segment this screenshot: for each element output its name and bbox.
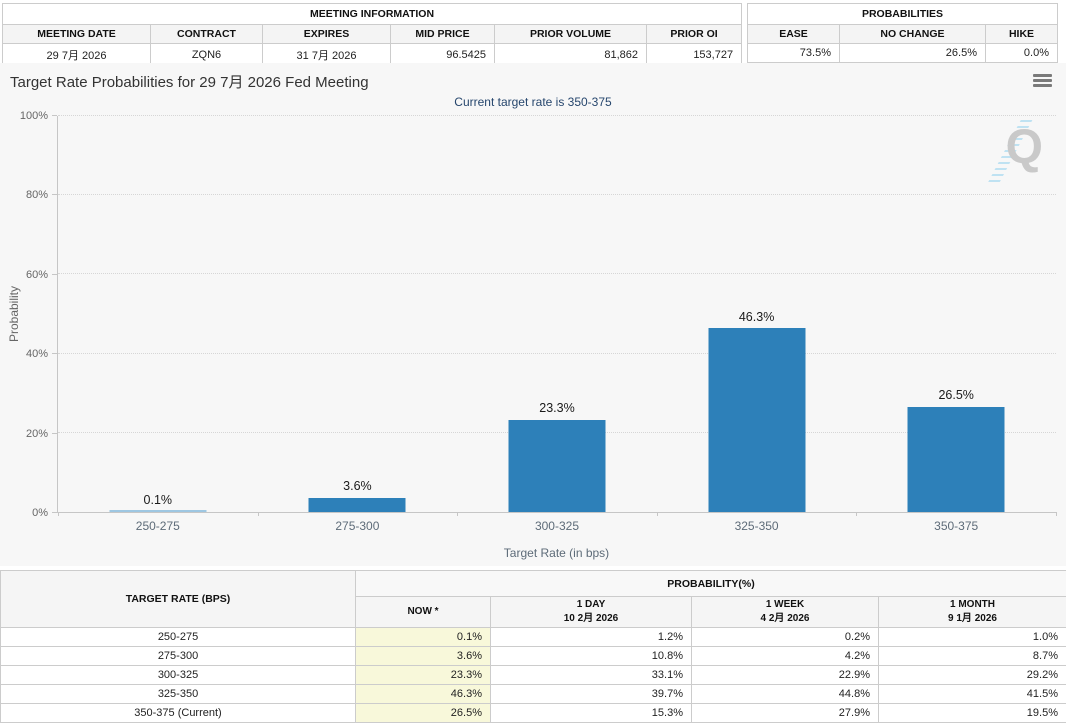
x-category-label: 275-300 [258, 519, 458, 533]
one-week-label: 1 WEEK [693, 598, 877, 612]
table-row: 300-325 23.3% 33.1% 22.9% 29.2% [1, 666, 1066, 685]
one-month-probability: 29.2% [879, 666, 1066, 685]
rate-range: 250-275 [1, 628, 356, 647]
chart-panel: Target Rate Probabilities for 29 7月 2026… [0, 63, 1066, 566]
rate-range: 275-300 [1, 647, 356, 666]
x-category-label: 300-325 [457, 519, 657, 533]
one-day-label: 1 DAY [492, 598, 690, 612]
now-probability: 46.3% [356, 685, 491, 704]
bar-300-325[interactable] [508, 420, 605, 513]
now-probability: 0.1% [356, 628, 491, 647]
x-tick-mark [1056, 512, 1057, 516]
x-category-label: 325-350 [657, 519, 857, 533]
bar-slot: 46.3%325-350 [657, 116, 857, 512]
bar-250-275[interactable] [109, 510, 206, 512]
y-tick-label: 80% [26, 189, 48, 201]
bar-325-350[interactable] [708, 328, 805, 512]
mid-price-header: MID PRICE [391, 25, 495, 44]
one-day-probability: 33.1% [491, 666, 692, 685]
x-category-label: 350-375 [856, 519, 1056, 533]
y-tick-label: 0% [32, 507, 48, 519]
now-probability: 23.3% [356, 666, 491, 685]
bar-value-label: 23.3% [457, 401, 657, 415]
rate-range: 300-325 [1, 666, 356, 685]
x-tick-mark [457, 512, 458, 516]
x-category-label: 250-275 [58, 519, 258, 533]
one-day-probability: 39.7% [491, 685, 692, 704]
one-week-probability: 4.2% [692, 647, 879, 666]
probability-pct-header: PROBABILITY(%) [356, 571, 1066, 597]
one-month-probability: 8.7% [879, 647, 1066, 666]
one-day-date: 10 2月 2026 [492, 612, 690, 626]
bar-value-label: 3.6% [258, 479, 458, 493]
probabilities-summary-table: PROBABILITIES EASE NO CHANGE HIKE 73.5% … [747, 3, 1058, 63]
expires-header: EXPIRES [263, 25, 391, 44]
one-day-probability: 10.8% [491, 647, 692, 666]
probability-history-section: TARGET RATE (BPS) PROBABILITY(%) NOW * 1… [0, 570, 1066, 723]
meeting-info-title: MEETING INFORMATION [3, 4, 742, 25]
now-probability: 3.6% [356, 647, 491, 666]
now-column-header: NOW * [356, 597, 491, 628]
one-month-probability: 41.5% [879, 685, 1066, 704]
x-tick-mark [258, 512, 259, 516]
bar-slot: 26.5%350-375 [856, 116, 1056, 512]
one-day-probability: 1.2% [491, 628, 692, 647]
no-change-value: 26.5% [839, 44, 985, 63]
bar-slot: 3.6%275-300 [258, 116, 458, 512]
meeting-date-header: MEETING DATE [3, 25, 151, 44]
bar-275-300[interactable] [309, 498, 406, 512]
ease-header: EASE [747, 25, 839, 44]
one-month-date: 9 1月 2026 [880, 612, 1065, 626]
bar-350-375[interactable] [908, 407, 1005, 512]
bar-slot: 0.1%250-275 [58, 116, 258, 512]
contract-header: CONTRACT [151, 25, 263, 44]
top-summary-section: MEETING INFORMATION MEETING DATE CONTRAC… [0, 0, 1066, 62]
chart-title: Target Rate Probabilities for 29 7月 2026… [10, 71, 369, 92]
one-week-probability: 0.2% [692, 628, 879, 647]
no-change-header: NO CHANGE [839, 25, 985, 44]
prior-volume-header: PRIOR VOLUME [495, 25, 647, 44]
meeting-information-table: MEETING INFORMATION MEETING DATE CONTRAC… [2, 3, 742, 67]
one-month-label: 1 MONTH [880, 598, 1065, 612]
x-tick-mark [856, 512, 857, 516]
y-tick-label: 20% [26, 428, 48, 440]
y-tick-label: 40% [26, 348, 48, 360]
table-row: 250-275 0.1% 1.2% 0.2% 1.0% [1, 628, 1066, 647]
table-row: 325-350 46.3% 39.7% 44.8% 41.5% [1, 685, 1066, 704]
x-axis-title: Target Rate (in bps) [57, 546, 1056, 560]
probabilities-title: PROBABILITIES [747, 4, 1057, 25]
one-month-probability: 1.0% [879, 628, 1066, 647]
bar-value-label: 46.3% [657, 310, 857, 324]
y-axis-labels: 0%20%40%60%80%100% [0, 116, 57, 513]
bar-value-label: 26.5% [856, 388, 1056, 402]
x-tick-mark [58, 512, 59, 516]
bar-value-label: 0.1% [58, 493, 258, 507]
table-row: 275-300 3.6% 10.8% 4.2% 8.7% [1, 647, 1066, 666]
target-rate-bps-header: TARGET RATE (BPS) [1, 571, 356, 628]
y-tick-label: 100% [20, 110, 48, 122]
y-tick-label: 60% [26, 269, 48, 281]
one-week-probability: 22.9% [692, 666, 879, 685]
hike-value: 0.0% [985, 44, 1057, 63]
x-tick-mark [657, 512, 658, 516]
rate-range: 325-350 [1, 685, 356, 704]
one-week-probability: 44.8% [692, 685, 879, 704]
now-label: NOW * [357, 605, 489, 619]
bar-slot: 23.3%300-325 [457, 116, 657, 512]
prior-oi-header: PRIOR OI [647, 25, 742, 44]
one-week-date: 4 2月 2026 [693, 612, 877, 626]
hike-header: HIKE [985, 25, 1057, 44]
chart-subtitle: Current target rate is 350-375 [0, 95, 1066, 109]
chart-menu-hamburger-icon[interactable] [1033, 74, 1052, 89]
ease-value: 73.5% [747, 44, 839, 63]
probability-history-table: TARGET RATE (BPS) PROBABILITY(%) NOW * 1… [0, 570, 1066, 723]
